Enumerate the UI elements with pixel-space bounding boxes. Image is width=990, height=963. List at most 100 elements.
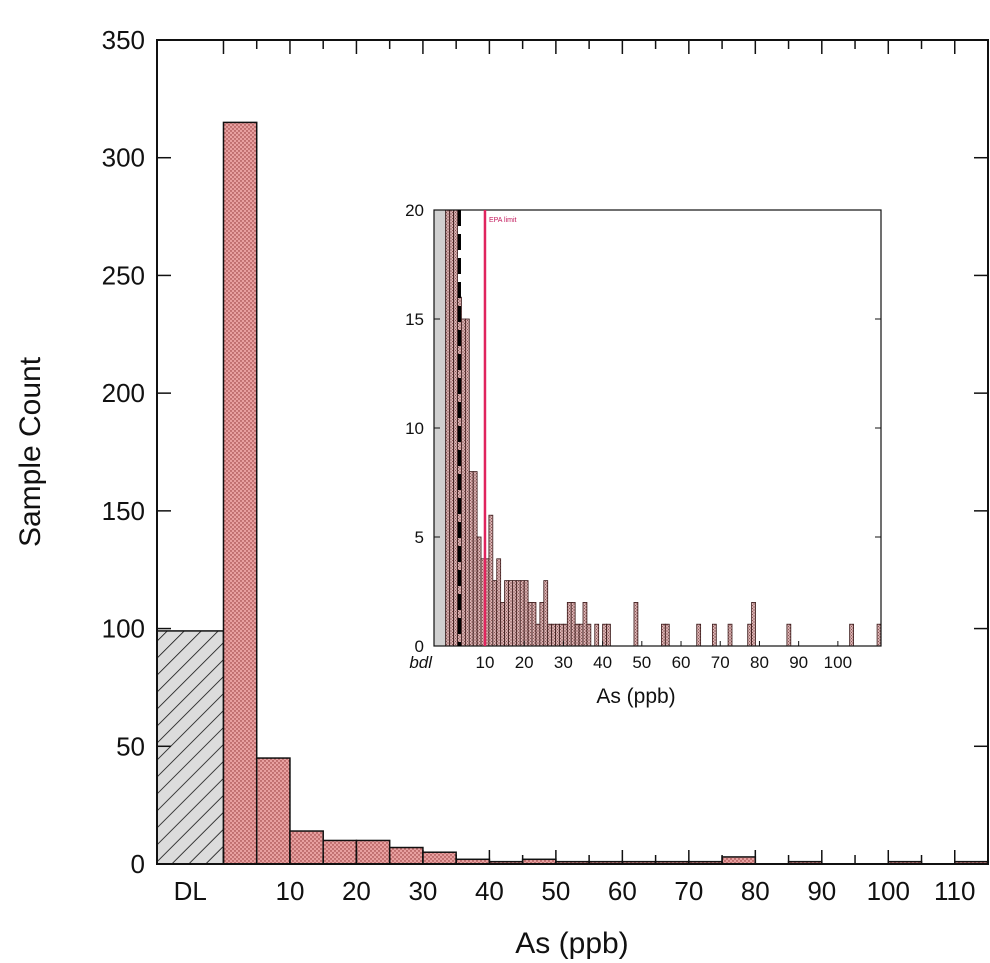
inset-bar-29 xyxy=(559,623,564,647)
x-tick-label: 70 xyxy=(674,876,703,906)
inset-bar-0 xyxy=(445,209,451,647)
inset-bar-72 xyxy=(727,623,733,647)
inset-bar-17 xyxy=(512,580,517,647)
inset-x-tick-label: 40 xyxy=(593,653,612,672)
inset-bar-26 xyxy=(547,623,553,647)
bar-20 xyxy=(355,839,391,865)
inset-bar-27 xyxy=(551,623,556,647)
inset-bar-38 xyxy=(594,623,600,647)
inset-x-tick-label: 30 xyxy=(554,653,573,672)
x-tick-label: 60 xyxy=(608,876,637,906)
inset-bar-77 xyxy=(747,623,753,647)
inset-x-tick-label: 50 xyxy=(632,653,651,672)
y-tick-label: 0 xyxy=(131,849,145,879)
x-tick-label: 100 xyxy=(867,876,910,906)
bar-15 xyxy=(322,839,358,865)
inset-bar-4 xyxy=(461,318,466,647)
x-tick-label: 90 xyxy=(807,876,836,906)
bar-5 xyxy=(255,757,291,865)
main-bars xyxy=(156,121,989,865)
x-tick-label: 80 xyxy=(741,876,770,906)
inset-bar-8 xyxy=(476,536,482,647)
inset-y-tick-label: 0 xyxy=(415,637,424,656)
inset-bar-1 xyxy=(449,209,455,647)
inset-bar-31 xyxy=(566,602,572,647)
bar-10 xyxy=(289,830,324,865)
y-tick-label: 50 xyxy=(116,731,145,761)
inset-y-tick-label: 20 xyxy=(405,201,424,220)
inset-bar-68 xyxy=(711,623,717,647)
x-tick-label: 30 xyxy=(408,876,437,906)
y-tick-label: 250 xyxy=(102,260,145,290)
inset-x-tick-label: 10 xyxy=(476,653,495,672)
inset-x-tick-label: 100 xyxy=(824,653,852,672)
y-tick-label: 300 xyxy=(102,143,145,173)
bar-bdl xyxy=(156,630,225,865)
inset-bar-5 xyxy=(464,318,470,647)
inset-bar-30 xyxy=(562,623,568,647)
inset-bar-78 xyxy=(751,602,756,647)
x-tick-label: 10 xyxy=(275,876,304,906)
bar-75 xyxy=(721,856,757,865)
bar-30 xyxy=(422,851,457,865)
inset-bar-87 xyxy=(786,623,792,647)
inset-bar-36 xyxy=(586,623,592,647)
inset-bar-32 xyxy=(570,602,576,647)
inset-x-tick-label: 80 xyxy=(750,653,769,672)
inset-bar-25 xyxy=(543,580,549,647)
inset-x-tick-label: 60 xyxy=(672,653,691,672)
inset-bar-6 xyxy=(468,471,474,647)
x-tick-label: 50 xyxy=(541,876,570,906)
inset-bar-41 xyxy=(606,623,611,647)
inset-bar-22 xyxy=(531,602,537,647)
inset-y-tick-label: 5 xyxy=(415,528,424,547)
inset-bar-7 xyxy=(472,471,478,647)
y-tick-label: 100 xyxy=(102,614,145,644)
inset-x-tick-label: 20 xyxy=(515,653,534,672)
inset-bar-16 xyxy=(508,580,513,647)
bar-25 xyxy=(388,846,424,865)
inset-x-tick-label: 70 xyxy=(711,653,730,672)
inset-y-tick-label: 10 xyxy=(405,419,424,438)
x-tick-label: 40 xyxy=(475,876,504,906)
inset-bar-18 xyxy=(515,580,521,647)
bar-0 xyxy=(222,121,258,865)
x-tick-label: 110 xyxy=(934,876,975,906)
inset-bar-24 xyxy=(539,602,545,647)
inset-bar-35 xyxy=(582,602,588,647)
main-plot-frame xyxy=(156,39,989,865)
inset-background xyxy=(434,210,881,646)
inset-bar-33 xyxy=(574,623,580,647)
inset-bar-12 xyxy=(492,580,498,647)
inset-bar-14 xyxy=(500,602,505,647)
main-x-axis-title: As (ppb) xyxy=(515,927,628,960)
inset-ticks: 0 5 10 15 20 bdl 10 20 30 40 50 60 70 80 90 100 xyxy=(405,201,881,672)
inset-bar-20 xyxy=(523,580,529,647)
inset-x-tick-label: bdl xyxy=(409,653,433,672)
y-tick-label: 150 xyxy=(102,496,145,526)
y-tick-label: 350 xyxy=(102,25,145,55)
main-y-axis-title: Sample Count xyxy=(14,356,47,547)
y-tick-label: 200 xyxy=(102,378,145,408)
epa-limit-label: EPA limit xyxy=(489,217,517,224)
inset-bar-13 xyxy=(496,558,502,647)
inset-bar-15 xyxy=(504,580,509,647)
inset-y-tick-label: 15 xyxy=(405,310,424,329)
inset-bar-103 xyxy=(849,623,854,647)
inset-x-tick-label: 90 xyxy=(789,653,808,672)
inset-histogram: 0 5 10 15 20 bdl 10 20 30 40 50 60 70 80 90 100 EPA lim… xyxy=(405,201,882,708)
inset-bar-56 xyxy=(664,623,670,647)
inset-bar-48 xyxy=(633,602,639,647)
inset-bar-19 xyxy=(519,580,525,647)
x-tick-label: DL xyxy=(174,876,207,906)
inset-bar-28 xyxy=(555,623,560,647)
inset-bar-23 xyxy=(535,623,541,647)
inset-bar-40 xyxy=(602,623,607,647)
inset-bar-11 xyxy=(488,514,494,647)
inset-bar-3 xyxy=(457,296,462,647)
inset-x-axis-title: As (ppb) xyxy=(596,685,675,708)
inset-bar-55 xyxy=(661,623,666,647)
